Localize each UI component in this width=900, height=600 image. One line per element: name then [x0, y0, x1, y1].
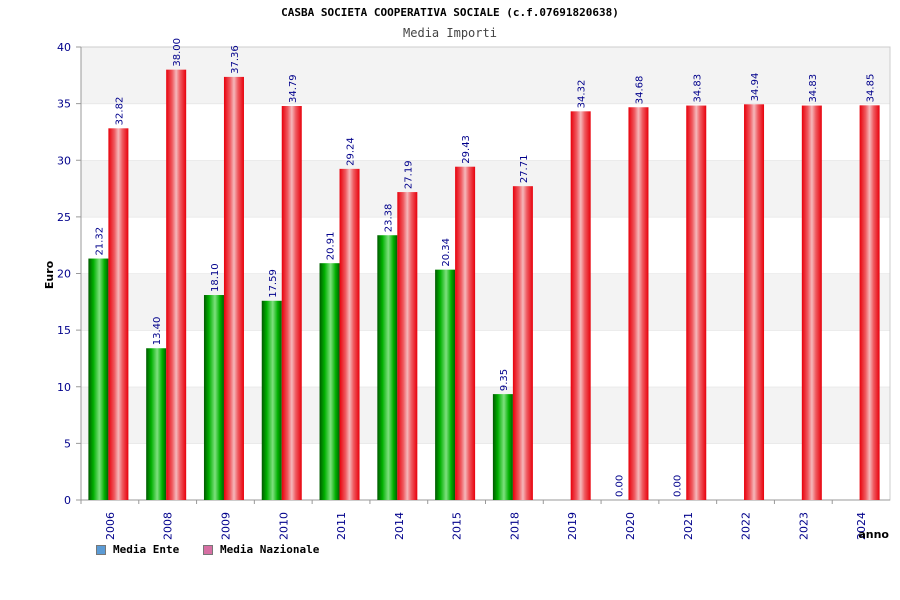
- grid-band: [81, 386, 890, 444]
- bar-media-ente: [319, 263, 340, 500]
- bar-media-ente: [492, 394, 513, 500]
- data-label: 34.94: [750, 73, 761, 102]
- legend-swatch-media-nazionale: [203, 544, 213, 555]
- bar-media-nazionale: [108, 128, 129, 500]
- x-tick-label: 2024: [855, 512, 868, 540]
- legend-label-media-nazionale: Media Nazionale: [220, 543, 320, 556]
- y-tick-label: 0: [64, 494, 71, 507]
- data-label: 29.43: [461, 135, 472, 164]
- data-label: 20.91: [326, 232, 337, 261]
- data-label: 34.68: [634, 76, 645, 105]
- data-label: 20.34: [441, 238, 452, 267]
- bar-media-nazionale: [512, 186, 533, 500]
- grid-band: [81, 47, 890, 104]
- x-axis: 2006 2008 2009 2010 2011 2014 2015 2018 2019 2020…: [80, 499, 890, 540]
- x-tick-label: 2022: [740, 512, 753, 540]
- data-label: 34.83: [808, 74, 819, 103]
- bar-media-ente: [435, 269, 456, 500]
- x-tick-label: 2018: [508, 512, 521, 540]
- y-axis-label: Euro: [43, 260, 56, 289]
- x-tick-label: 2009: [219, 512, 232, 540]
- bars: [88, 69, 880, 501]
- grid-band: [81, 160, 890, 217]
- chart-title: CASBA SOCIETA COOPERATIVA SOCIALE (c.f.0…: [281, 6, 619, 19]
- bar-media-nazionale: [628, 107, 649, 501]
- legend-item-media-nazionale: Media Nazionale: [203, 543, 319, 556]
- legend-swatch-media-ente: [96, 544, 106, 555]
- data-label: 0.00: [672, 475, 683, 497]
- y-tick-label: 10: [57, 381, 71, 394]
- bar-media-nazionale: [397, 192, 418, 501]
- bar-media-nazionale: [166, 69, 187, 501]
- data-labels: 21.32 13.40 18.10 17.59 20.91 23.38 20.34 9.35 0…: [94, 38, 876, 497]
- y-tick-label: 25: [57, 211, 71, 224]
- y-tick-label: 5: [64, 437, 71, 450]
- data-label: 21.32: [94, 227, 105, 256]
- y-tick-label: 30: [57, 154, 71, 167]
- x-tick-label: 2010: [277, 512, 290, 540]
- data-label: 34.83: [692, 74, 703, 103]
- legend-label-media-ente: Media Ente: [113, 543, 180, 556]
- data-label: 37.36: [230, 45, 241, 74]
- bar-media-nazionale: [223, 76, 244, 500]
- x-tick-label: 2015: [451, 512, 464, 540]
- data-label: 32.82: [114, 97, 125, 126]
- x-tick-label: 2023: [797, 512, 810, 540]
- y-axis: 0 5 10 15 20 25 30 35 40: [57, 41, 82, 507]
- x-axis-label: anno: [858, 528, 889, 541]
- bar-media-nazionale: [455, 166, 476, 500]
- bar-media-nazionale: [281, 106, 302, 501]
- bar-media-ente: [377, 235, 398, 500]
- bar-media-nazionale: [339, 168, 360, 500]
- data-label: 9.35: [499, 369, 510, 391]
- x-tick-label: 2014: [393, 512, 406, 540]
- x-tick-label: 2019: [566, 512, 579, 540]
- data-label: 17.59: [268, 269, 279, 298]
- bar-media-nazionale: [859, 105, 880, 500]
- data-label: 34.32: [577, 80, 588, 109]
- bar-media-nazionale: [686, 105, 707, 501]
- y-tick-label: 15: [57, 324, 71, 337]
- grid-band: [81, 273, 890, 331]
- data-label: 38.00: [172, 38, 183, 67]
- y-tick-label: 40: [57, 41, 71, 54]
- x-tick-label: 2021: [682, 512, 695, 540]
- x-tick-label: 2011: [335, 512, 348, 540]
- bar-media-ente: [146, 348, 167, 500]
- data-label: 0.00: [614, 475, 625, 497]
- bar-media-nazionale: [744, 104, 765, 500]
- bar-media-ente: [203, 295, 224, 500]
- data-label: 34.85: [866, 74, 877, 103]
- chart-subtitle: Media Importi: [403, 26, 497, 40]
- legend-item-media-ente: Media Ente: [96, 543, 179, 556]
- x-tick-label: 2006: [104, 512, 117, 540]
- bar-media-nazionale: [801, 105, 822, 501]
- data-label: 27.19: [403, 160, 414, 189]
- x-tick-label: 2008: [162, 512, 175, 540]
- grid-band: [81, 330, 890, 387]
- bar-media-ente: [88, 258, 109, 500]
- data-label: 34.79: [288, 74, 299, 103]
- y-tick-label: 20: [57, 268, 71, 281]
- data-label: 23.38: [383, 204, 394, 233]
- grid-band: [81, 103, 890, 161]
- data-label: 18.10: [210, 263, 221, 292]
- x-tick-label: 2020: [624, 512, 637, 540]
- bar-media-nazionale: [570, 111, 591, 501]
- data-label: 27.71: [519, 155, 530, 184]
- grid-bands: [80, 46, 891, 501]
- grid-band: [81, 443, 890, 500]
- data-label: 13.40: [152, 317, 163, 346]
- y-tick-label: 35: [57, 98, 71, 111]
- grid-band: [81, 216, 890, 274]
- data-label: 29.24: [346, 137, 357, 166]
- bar-media-ente: [261, 300, 282, 500]
